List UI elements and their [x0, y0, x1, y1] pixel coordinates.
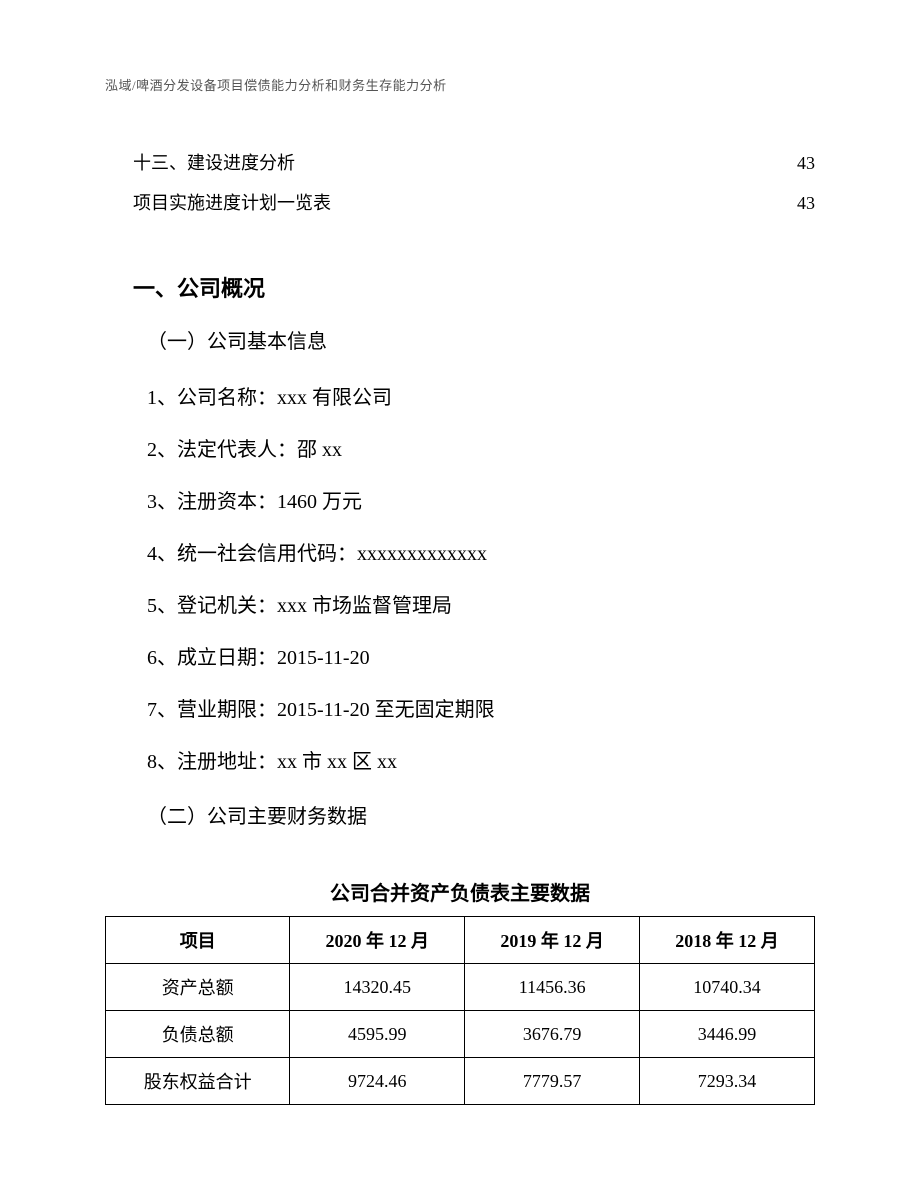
table-row: 资产总额 14320.45 11456.36 10740.34: [106, 964, 815, 1011]
spacer: [105, 788, 815, 800]
info-item: 6、成立日期：2015-11-20: [105, 632, 815, 684]
toc-item-label: 项目实施进度计划一览表: [133, 184, 331, 224]
table-cell: 11456.36: [465, 964, 640, 1011]
table-header-cell: 2018 年 12 月: [640, 917, 815, 964]
table-header-cell: 项目: [106, 917, 290, 964]
table-row: 股东权益合计 9724.46 7779.57 7293.34: [106, 1058, 815, 1105]
info-item: 1、公司名称：xxx 有限公司: [105, 372, 815, 424]
toc-section: 十三、建设进度分析 43 项目实施进度计划一览表 43: [105, 144, 815, 223]
toc-leader-dots: [295, 151, 797, 169]
info-item: 5、登记机关：xxx 市场监督管理局: [105, 580, 815, 632]
table-cell: 股东权益合计: [106, 1058, 290, 1105]
document-page: 泓域/啤酒分发设备项目偿债能力分析和财务生存能力分析 十三、建设进度分析 43 …: [0, 0, 920, 1185]
table-cell: 7293.34: [640, 1058, 815, 1105]
table-cell: 14320.45: [290, 964, 465, 1011]
info-item: 3、注册资本：1460 万元: [105, 476, 815, 528]
info-item: 7、营业期限：2015-11-20 至无固定期限: [105, 684, 815, 736]
subsection-heading: （一）公司基本信息: [105, 325, 815, 354]
table-cell: 负债总额: [106, 1011, 290, 1058]
table-cell: 资产总额: [106, 964, 290, 1011]
info-item: 2、法定代表人：邵 xx: [105, 424, 815, 476]
toc-item-page: 43: [797, 184, 815, 224]
table-header-row: 项目 2020 年 12 月 2019 年 12 月 2018 年 12 月: [106, 917, 815, 964]
toc-item-label: 十三、建设进度分析: [133, 144, 295, 184]
info-item: 8、注册地址：xx 市 xx 区 xx: [105, 736, 815, 788]
table-title: 公司合并资产负债表主要数据: [105, 877, 815, 906]
page-header: 泓域/啤酒分发设备项目偿债能力分析和财务生存能力分析: [105, 75, 815, 94]
table-cell: 4595.99: [290, 1011, 465, 1058]
table-cell: 7779.57: [465, 1058, 640, 1105]
balance-sheet-table: 项目 2020 年 12 月 2019 年 12 月 2018 年 12 月 资…: [105, 916, 815, 1105]
table-header-cell: 2020 年 12 月: [290, 917, 465, 964]
subsection-heading: （二）公司主要财务数据: [105, 800, 815, 829]
table-cell: 3446.99: [640, 1011, 815, 1058]
toc-item-page: 43: [797, 144, 815, 184]
table-cell: 10740.34: [640, 964, 815, 1011]
section-heading: 一、公司概况: [105, 271, 815, 303]
toc-item: 项目实施进度计划一览表 43: [105, 184, 815, 224]
table-cell: 3676.79: [465, 1011, 640, 1058]
info-item: 4、统一社会信用代码：xxxxxxxxxxxxx: [105, 528, 815, 580]
table-row: 负债总额 4595.99 3676.79 3446.99: [106, 1011, 815, 1058]
table-header-cell: 2019 年 12 月: [465, 917, 640, 964]
toc-item: 十三、建设进度分析 43: [105, 144, 815, 184]
table-cell: 9724.46: [290, 1058, 465, 1105]
toc-leader-dots: [331, 191, 797, 209]
